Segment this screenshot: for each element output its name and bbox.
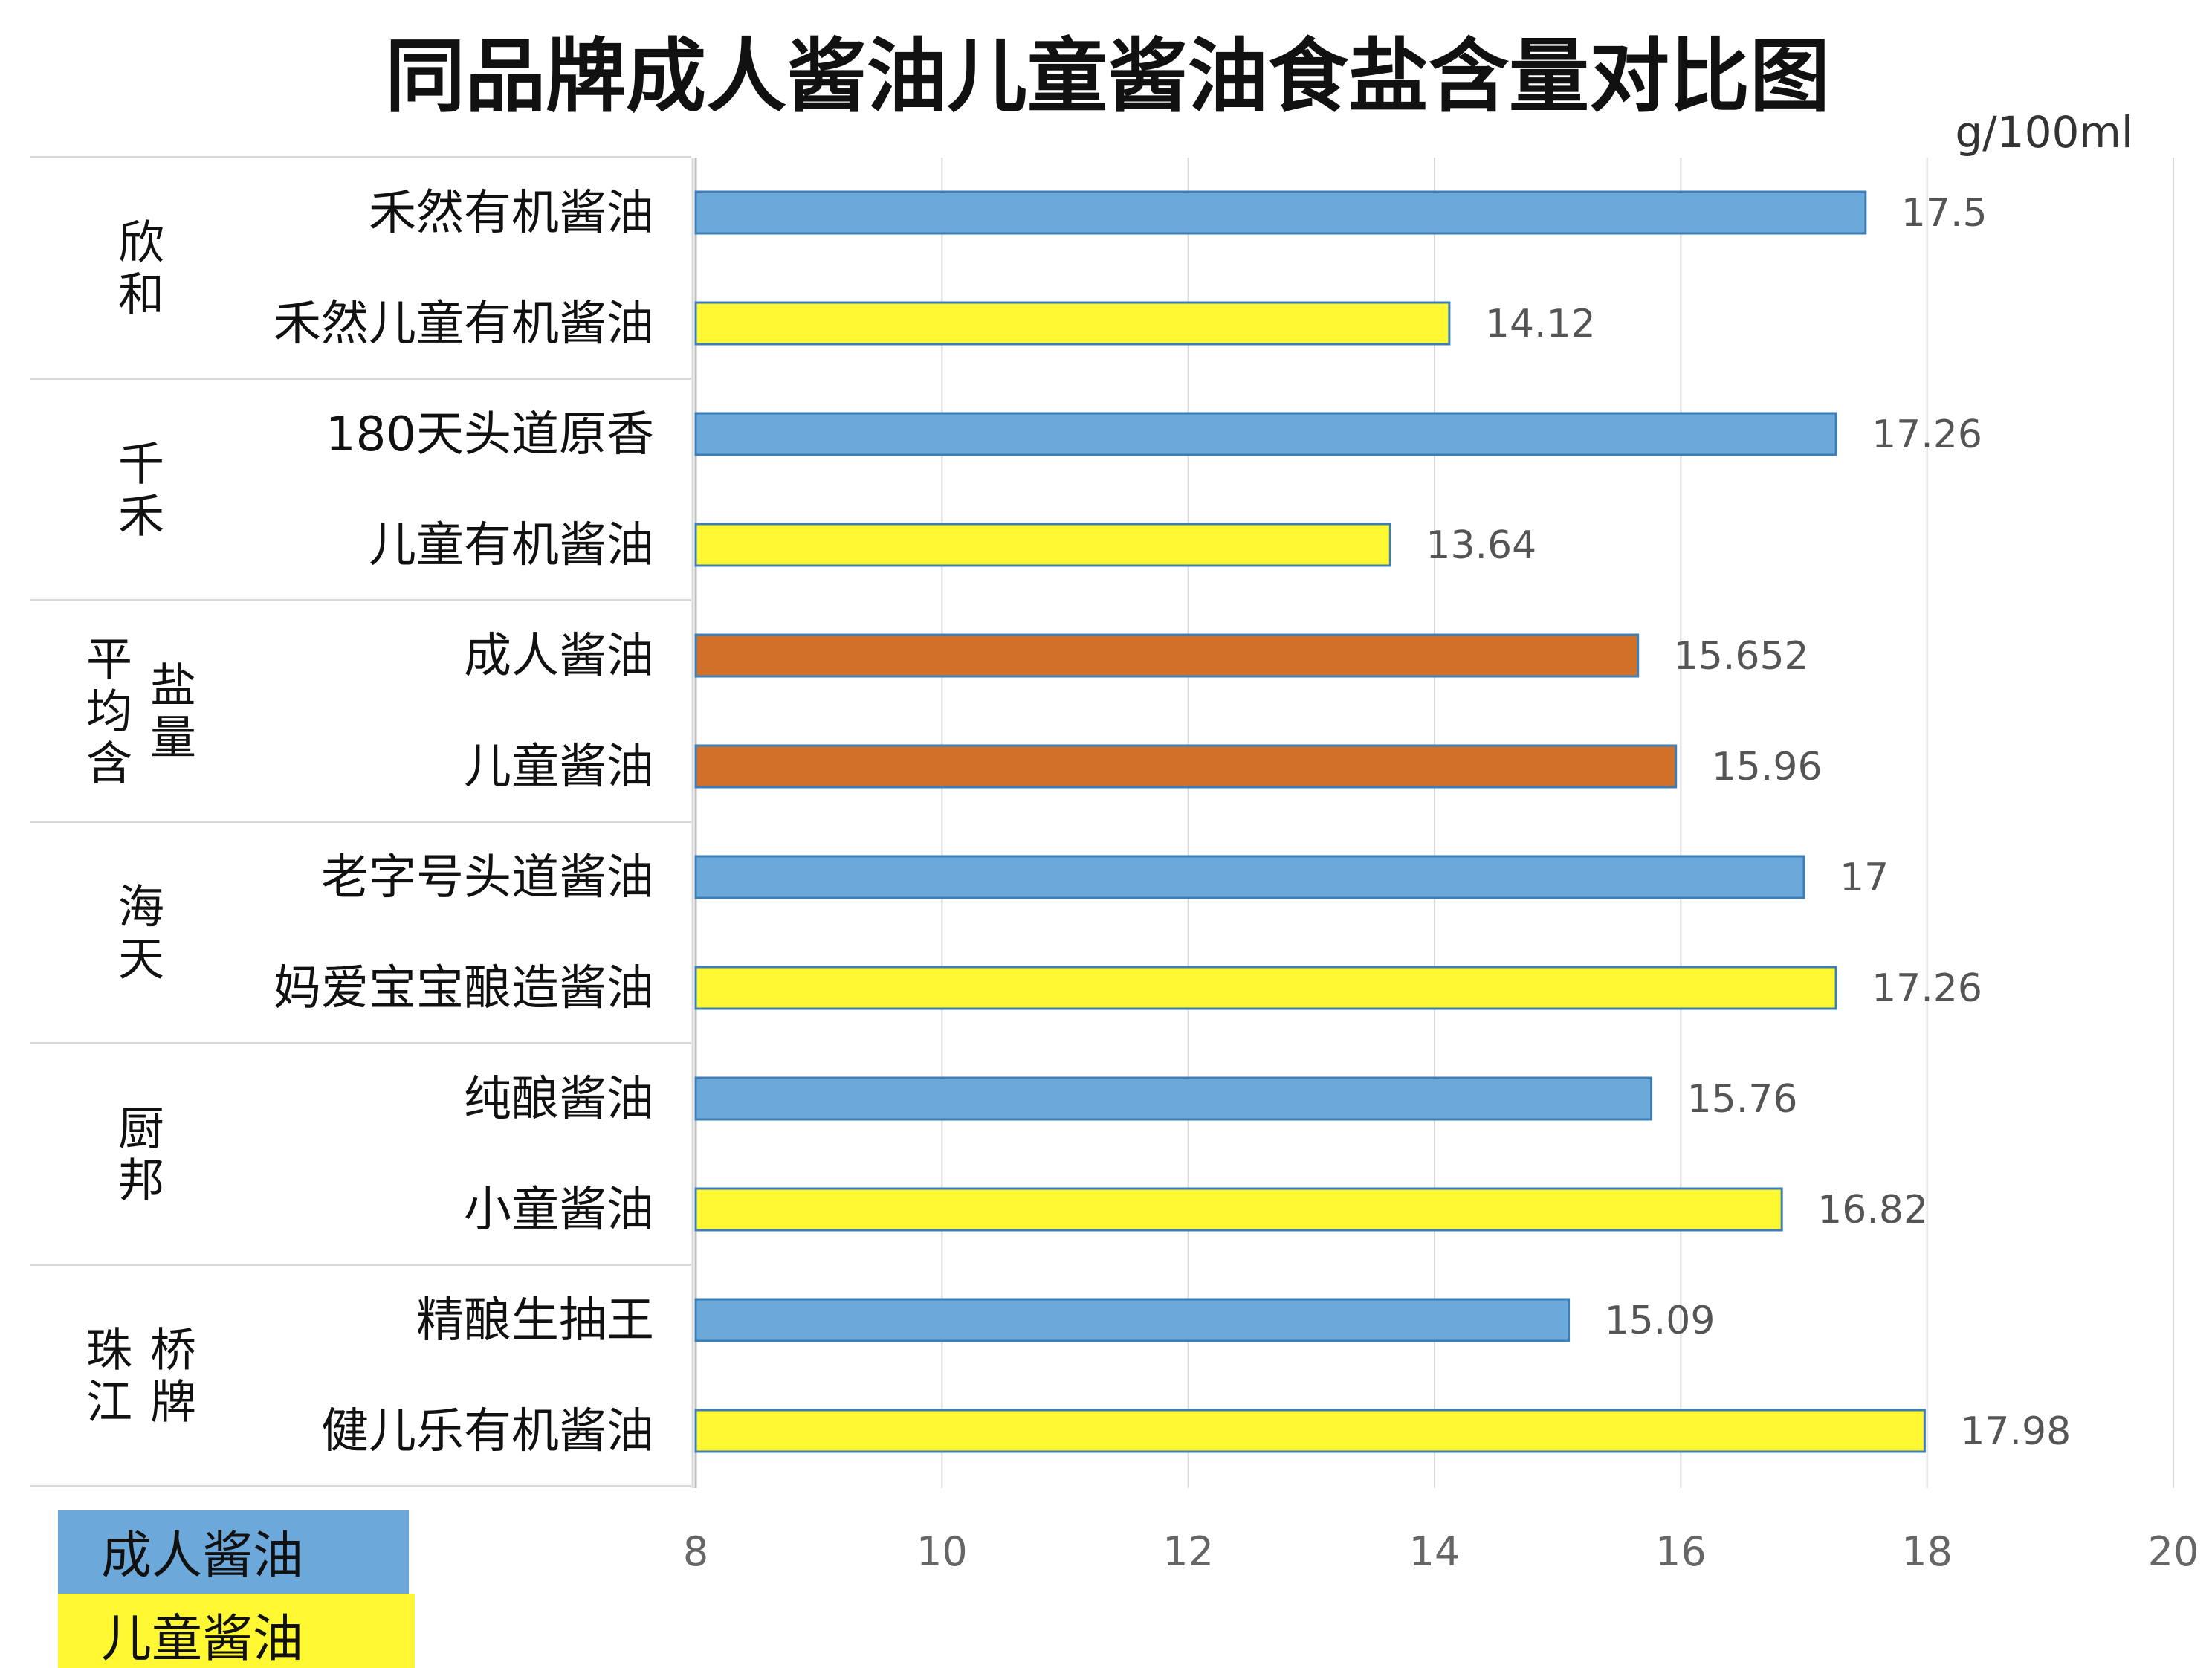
- bar: [694, 1409, 1926, 1453]
- category-label: 禾然有机酱油: [369, 186, 654, 241]
- category-label: 老字号头道酱油: [321, 850, 654, 905]
- bar: [694, 301, 1451, 346]
- data-label: 15.96: [1712, 745, 1823, 789]
- x-tick-label: 16: [1655, 1528, 1707, 1575]
- data-label: 17: [1840, 856, 1889, 900]
- bar: [694, 1298, 1571, 1342]
- x-tick-label: 12: [1162, 1528, 1214, 1575]
- value-layer: 17.5 14.12 17.26 13.64 15.652 15.96 17 17.26 15.…: [1426, 191, 2071, 1454]
- grid-layer: [694, 158, 2174, 1488]
- x-tick-label: 14: [1409, 1528, 1461, 1575]
- bar: [694, 1187, 1783, 1232]
- tick-layer: 8 10 12 14 16 18 20: [683, 1528, 2199, 1575]
- legend-swatch: [58, 1510, 409, 1594]
- category-label: 纯酿酱油: [464, 1072, 654, 1127]
- bar-layer: [694, 190, 1926, 1453]
- data-label: 15.76: [1687, 1077, 1798, 1122]
- bar: [694, 190, 1867, 235]
- legend-label: 成人酱油: [101, 1527, 303, 1585]
- group-label: 平均含: [86, 633, 132, 791]
- group-label: 珠江: [86, 1323, 132, 1429]
- category-label: 成人酱油: [464, 629, 654, 684]
- legend: 成人酱油儿童酱油: [58, 1510, 415, 1668]
- data-label: 16.82: [1817, 1188, 1928, 1232]
- legend-label: 儿童酱油: [101, 1610, 303, 1668]
- data-label: 17.26: [1872, 413, 1982, 457]
- group-label: 盐量: [150, 659, 196, 765]
- unit-label: g/100ml: [1955, 107, 2133, 158]
- group-label: 海天: [118, 880, 164, 986]
- category-label: 儿童酱油: [464, 740, 654, 795]
- category-label: 精酿生抽王: [416, 1293, 654, 1348]
- x-tick-label: 8: [683, 1528, 708, 1575]
- bar: [694, 633, 1640, 678]
- data-label: 15.652: [1674, 634, 1809, 679]
- bar: [694, 744, 1678, 789]
- category-label: 健儿乐有机酱油: [321, 1404, 654, 1459]
- bar: [694, 966, 1837, 1010]
- x-tick-label: 20: [2148, 1528, 2199, 1575]
- bar: [694, 523, 1391, 567]
- data-label: 17.98: [1960, 1409, 2071, 1454]
- category-label: 禾然儿童有机酱油: [274, 297, 654, 352]
- category-label: 小童酱油: [464, 1183, 654, 1238]
- data-label: 13.64: [1426, 523, 1536, 568]
- chart-title: 同品牌成人酱油儿童酱油食盐含量对比图: [385, 30, 1830, 123]
- category-label: 妈爱宝宝酿造酱油: [274, 961, 654, 1016]
- x-tick-label: 18: [1901, 1528, 1953, 1575]
- legend-swatch: [58, 1594, 415, 1668]
- data-label: 15.09: [1605, 1299, 1715, 1343]
- bar: [694, 412, 1837, 456]
- group-label: 欣和: [118, 216, 164, 322]
- bar: [694, 1076, 1653, 1121]
- data-label: 17.5: [1901, 191, 1988, 236]
- x-tick-label: 10: [916, 1528, 968, 1575]
- data-label: 14.12: [1485, 302, 1596, 346]
- group-label: 桥牌: [150, 1323, 196, 1429]
- category-label: 180天头道原香: [326, 407, 654, 462]
- data-label: 17.26: [1872, 966, 1982, 1011]
- group-label: 千禾: [118, 437, 164, 543]
- category-label: 儿童有机酱油: [369, 518, 654, 573]
- bar: [694, 855, 1805, 899]
- group-label: 厨邦: [118, 1102, 164, 1208]
